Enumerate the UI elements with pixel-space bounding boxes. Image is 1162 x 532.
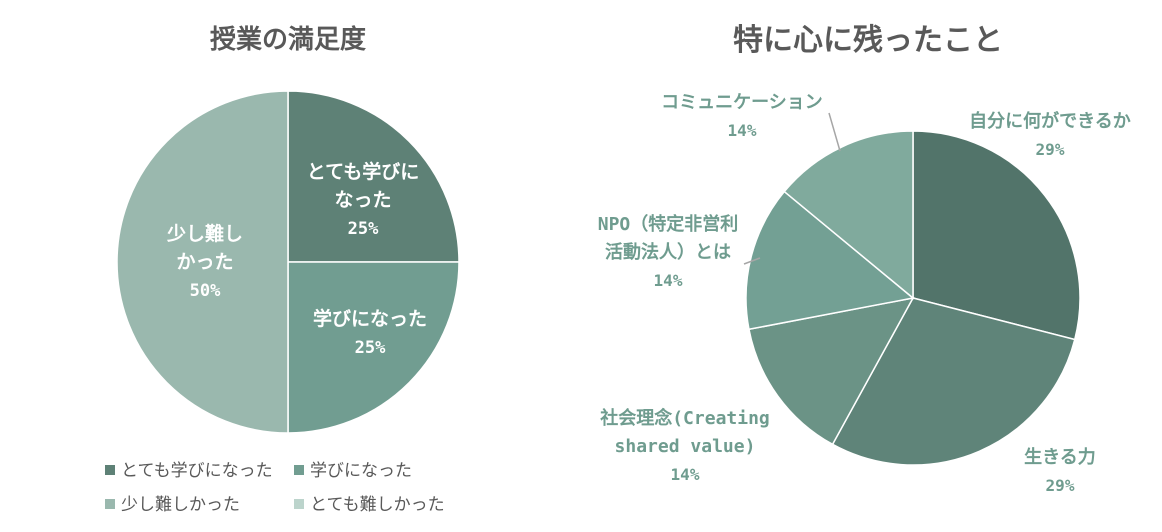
chart-1-label-1-text-2: なった — [334, 189, 391, 211]
leader-line-communication — [828, 112, 841, 152]
legend-swatch-2 — [294, 465, 304, 475]
pie-slice-3 — [116, 90, 289, 434]
leader-line-npo — [743, 257, 761, 265]
pie-slice-5 — [783, 130, 914, 300]
chart-2-label-3-text-2: shared value) — [615, 436, 756, 457]
chart-1-label-3-text-2: かった — [176, 251, 233, 273]
legend-label-4: とても難しかった — [310, 495, 445, 515]
pie-slice-1 — [287, 90, 460, 263]
pie-slice-2 — [831, 297, 1076, 466]
legend-swatch-3 — [105, 499, 115, 509]
chart-2-pie — [745, 130, 1081, 466]
legend-label-3: 少し難しかった — [121, 495, 240, 515]
chart-2-title: 特に心に残ったこと — [733, 23, 1003, 58]
pie-slice-3 — [748, 296, 915, 446]
legend-swatch-1 — [105, 465, 115, 475]
chart-2-label-4-percent: 14% — [654, 271, 683, 290]
chart-1-label-2-percent: 25% — [355, 338, 386, 358]
chart-2-label-5-text-1: コミュニケーション — [661, 92, 823, 113]
chart-1-label-3-text-1: 少し難し — [166, 222, 243, 245]
chart-1-label-3-percent: 50% — [190, 281, 221, 301]
pie-slice-2 — [287, 261, 460, 434]
chart-1-title: 授業の満足度 — [210, 24, 366, 55]
chart-2-label-2-text-1: 生きる力 — [1024, 446, 1096, 468]
pie-slice-1 — [912, 130, 1081, 341]
chart-2-label-2-percent: 29% — [1046, 476, 1075, 495]
chart-2-label-4-text-2: 活動法人）とは — [605, 241, 731, 263]
chart-2-label-1-percent: 29% — [1036, 140, 1065, 159]
chart-1-label-1-text-1: とても学びに — [307, 160, 419, 183]
chart-2-label-5-percent: 14% — [728, 121, 757, 140]
chart-1-data-labels: とても学びになった 25% 学びになった 25% 少し難しかった 50% — [166, 160, 427, 358]
chart-2-data-labels: 自分に何ができるか 29% 生きる力 29% 社会理念(Creating shared v… — [598, 92, 1131, 495]
pie-slice-4 — [745, 190, 915, 331]
legend-swatch-4 — [294, 499, 304, 509]
chart-1-label-2-text-1: 学びになった — [313, 307, 427, 330]
chart-1-pie — [116, 90, 460, 434]
chart-2-label-3-text-1: 社会理念(Creating — [600, 407, 770, 429]
chart-2-label-3-percent: 14% — [671, 465, 700, 484]
chart-2-label-1-text-1: 自分に何ができるか — [969, 110, 1131, 132]
chart-1-label-1-percent: 25% — [348, 219, 379, 239]
legend-label-2: 学びになった — [310, 461, 412, 481]
chart-1-legend: とても学びになった 学びになった 少し難しかった とても難しかった — [105, 461, 445, 515]
chart-2-label-4-text-1: NPO（特定非営利 — [598, 213, 739, 235]
legend-label-1: とても学びになった — [121, 461, 273, 481]
